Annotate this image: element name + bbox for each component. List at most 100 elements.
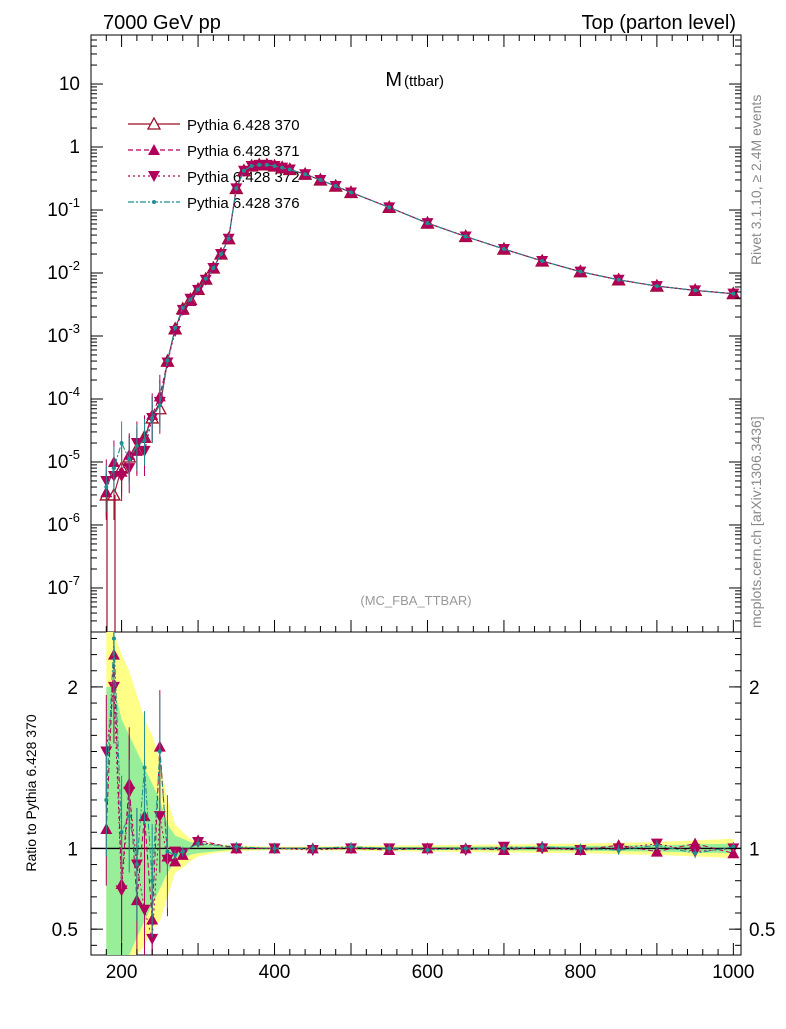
y-tick-label: 10-2 [47, 258, 80, 284]
ratio-marker [142, 765, 147, 770]
ratio-marker [119, 830, 124, 835]
main-series-line [105, 164, 734, 488]
main-marker [241, 168, 246, 173]
plot-title-sub: (ttbar) [404, 73, 444, 90]
main-marker [176, 304, 189, 316]
legend-marker-371 [148, 144, 160, 155]
main-series-line [106, 164, 734, 482]
ratio-marker [693, 851, 698, 856]
ratio-y-tick-label-right: 2 [749, 678, 760, 699]
y-tick-exponent: -4 [68, 384, 80, 399]
legend-marker-372 [148, 171, 160, 182]
x-tick-label: 800 [565, 962, 597, 983]
y-tick-exponent: -2 [68, 258, 80, 273]
main-marker [169, 326, 182, 338]
y-tick-exponent: -7 [68, 573, 80, 588]
ratio-band-outer [106, 632, 734, 955]
ratio-marker [463, 846, 468, 851]
legend-label-371: Pythia 6.428 371 [187, 143, 300, 160]
y-tick-exponent: -5 [68, 447, 80, 462]
main-marker [333, 184, 338, 189]
ratio-y-tick-label-right: 0.5 [749, 920, 775, 941]
main-marker [134, 443, 139, 448]
main-series-line [105, 164, 734, 493]
main-marker [219, 252, 223, 257]
main-marker [188, 297, 193, 302]
ratio-marker [349, 844, 353, 849]
ratio-marker [150, 878, 155, 883]
y-tick-label: 10-4 [47, 384, 80, 410]
ratio-marker [425, 848, 430, 853]
main-marker [425, 221, 430, 226]
main-marker [501, 247, 506, 252]
main-marker [104, 485, 109, 490]
main-marker [287, 167, 292, 172]
ratio-marker [169, 855, 182, 867]
main-marker [272, 163, 277, 168]
ratio-marker [731, 844, 736, 849]
main-marker [115, 470, 128, 482]
ratio-marker [196, 841, 201, 846]
y-tick-label: 10-5 [47, 447, 80, 473]
main-marker [280, 165, 285, 170]
main-marker [211, 266, 216, 271]
ratio-marker [115, 885, 128, 897]
ratio-marker [138, 904, 151, 916]
main-marker [203, 276, 208, 281]
y-tick-label: 10-7 [47, 573, 80, 599]
main-marker [157, 403, 162, 408]
main-marker [264, 162, 269, 167]
ratio-marker [111, 636, 116, 641]
y-tick-label: 1 [69, 137, 80, 158]
y-tick-exponent: -6 [68, 510, 80, 525]
rivet-side-label: Rivet 3.1.10, ≥ 2.4M events [748, 95, 764, 265]
main-marker [173, 325, 178, 330]
main-marker [196, 287, 201, 292]
main-marker [226, 236, 231, 241]
main-marker [180, 305, 185, 310]
main-marker [463, 234, 468, 239]
legend-marker-370 [146, 116, 162, 130]
main-marker [127, 457, 132, 462]
ratio-marker [127, 814, 132, 819]
ratio-marker [134, 862, 139, 867]
analysis-watermark: (MC_FBA_TTBAR) [360, 593, 471, 608]
x-tick-label: 1000 [712, 962, 754, 983]
main-marker [111, 466, 116, 471]
main-marker [234, 186, 239, 191]
ratio-marker [616, 848, 621, 853]
ratio-series-line [105, 638, 734, 881]
y-tick-label: 10-1 [47, 195, 80, 221]
legend-marker-376 [152, 200, 156, 204]
ratio-marker [180, 849, 185, 854]
ratio-series-line [105, 686, 734, 940]
ratio-marker [157, 749, 162, 754]
legend-label-372: Pythia 6.428 372 [187, 169, 300, 186]
y-tick-exponent: -1 [68, 195, 80, 210]
ratio-marker [540, 844, 545, 849]
ratio-band-inner [106, 686, 734, 955]
y-tick-exponent: -3 [68, 321, 80, 336]
ratio-plot-frame [90, 631, 742, 956]
main-marker [540, 259, 545, 264]
main-marker [249, 163, 254, 168]
main-marker [318, 177, 323, 182]
main-marker [578, 269, 583, 274]
ratio-marker [234, 844, 239, 849]
legend: Pythia 6.428 370 Pythia 6.428 371 Pythia… [128, 116, 300, 212]
ratio-y-tick-label: 1 [67, 839, 78, 860]
main-marker [616, 277, 621, 282]
main-marker [257, 162, 262, 167]
y-tick-label: 10 [59, 74, 80, 95]
main-marker [303, 172, 308, 177]
header-right-text: Top (parton level) [581, 12, 736, 34]
main-marker [165, 358, 170, 363]
ratio-marker [272, 846, 277, 851]
axes-group: 10-7 10-6 10-5 10-4 10-3 10-2 10-1 1 10 0.5 0.5 1 1 2… [47, 34, 775, 983]
legend-label-376: Pythia 6.428 376 [187, 195, 300, 212]
ratio-series-line [105, 654, 734, 920]
ratio-marker [173, 852, 178, 857]
main-marker [731, 291, 736, 296]
